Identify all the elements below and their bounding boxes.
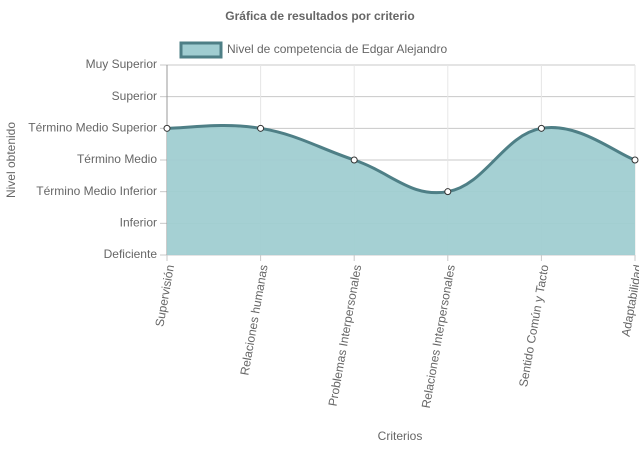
y-tick-label: Término Medio Inferior — [36, 184, 157, 198]
legend-swatch — [179, 41, 223, 59]
x-axis-label: Criterios — [378, 429, 423, 443]
point — [631, 156, 639, 164]
y-tick-label: Inferior — [120, 216, 157, 230]
x-tick-label: Relaciones Interpersonales — [419, 264, 458, 410]
x-tick-label: Supervisión — [152, 264, 177, 328]
y-tick-label: Término Medio — [77, 152, 157, 166]
point — [350, 156, 358, 164]
legend-label: Nivel de competencia de Edgar Alejandro — [227, 42, 447, 56]
chart-title: Gráfica de resultados por criterio — [225, 9, 414, 23]
y-tick-label: Muy Superior — [86, 57, 157, 71]
point — [537, 124, 545, 132]
y-tick-label: Superior — [112, 89, 157, 103]
y-axis-label: Nivel obtenido — [4, 122, 18, 198]
point — [444, 188, 452, 196]
x-tick-label: Relaciones humanas — [237, 264, 270, 377]
point — [257, 124, 265, 132]
y-tick-label: Término Medio Superior — [28, 121, 157, 135]
x-tick-label: Sentido Común y Tacto — [516, 263, 551, 388]
area-fill — [167, 125, 635, 255]
x-tick-label: Adaptabilidad — [619, 264, 639, 338]
point — [163, 124, 171, 132]
y-tick-label: Deficiente — [104, 247, 158, 261]
x-tick-label: Problemas Interpersonales — [326, 264, 365, 408]
